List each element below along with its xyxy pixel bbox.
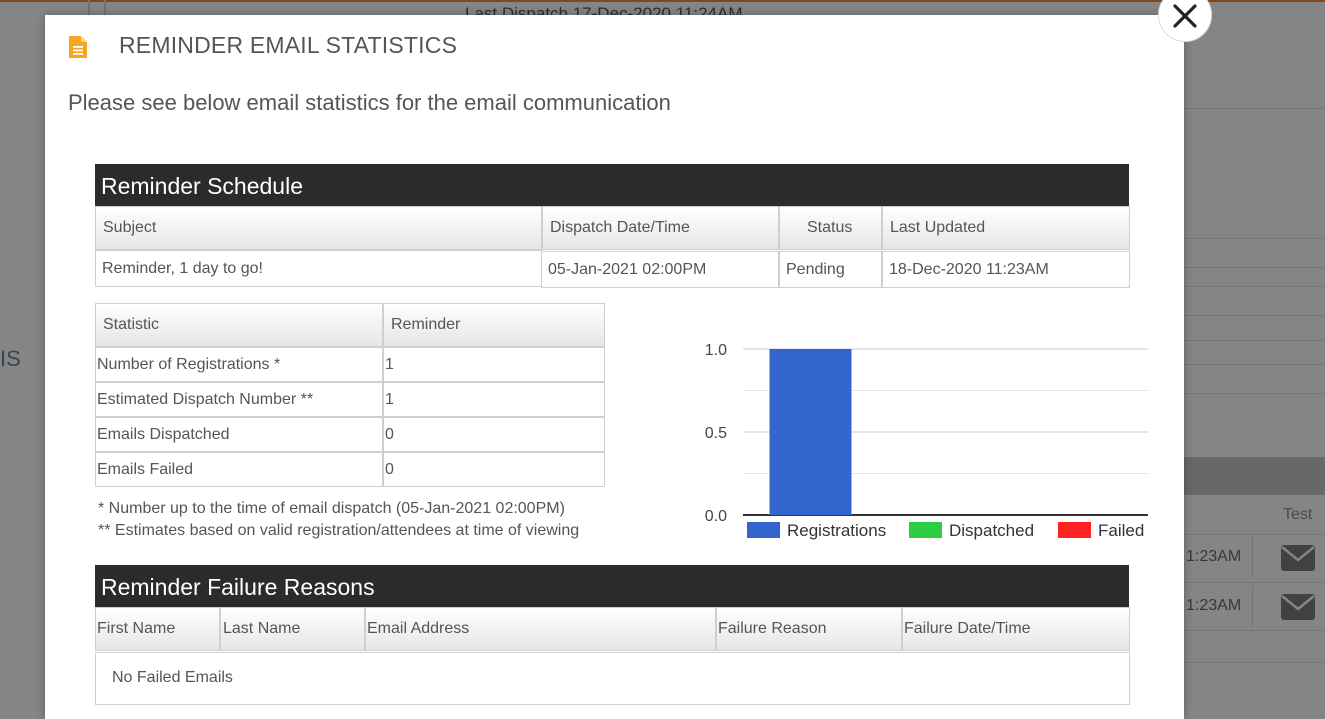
failures-col-reason[interactable]: Failure Reason (716, 607, 902, 651)
stats-row-label: Emails Dispatched (95, 417, 383, 452)
chart-y-tick-label: 0.0 (705, 508, 727, 525)
document-icon (69, 36, 87, 58)
background-divider (1184, 286, 1325, 287)
statistics-modal: REMINDER EMAIL STATISTICS Please see bel… (45, 15, 1184, 719)
failures-col-date[interactable]: Failure Date/Time (902, 607, 1130, 651)
background-divider (1252, 536, 1253, 578)
stats-row-label: Emails Failed (95, 452, 383, 487)
chart-legend-label: Dispatched (949, 521, 1034, 540)
schedule-cell-subject: Reminder, 1 day to go! (95, 250, 542, 287)
modal-intro: Please see below email statistics for th… (68, 90, 671, 115)
close-button[interactable] (1158, 0, 1212, 42)
schedule-header: Reminder Schedule (95, 164, 1129, 206)
stats-row-value: 1 (383, 382, 605, 417)
chart-legend-label: Registrations (787, 521, 886, 540)
background-divider (1184, 582, 1325, 583)
background-divider (1184, 630, 1325, 631)
background-divider (1184, 340, 1325, 341)
stats-row-value: 0 (383, 452, 605, 487)
background-divider (1184, 108, 1325, 109)
mail-icon[interactable] (1280, 544, 1316, 572)
chart-legend-swatch (747, 522, 780, 538)
failures-col-email[interactable]: Email Address (365, 607, 716, 651)
background-divider (104, 0, 106, 16)
failures-col-last-name[interactable]: Last Name (220, 607, 365, 651)
schedule-cell-status: Pending (779, 251, 882, 288)
failures-header: Reminder Failure Reasons (95, 565, 1129, 607)
chart-legend-swatch (909, 522, 942, 538)
background-row-time: 1:23AM (1186, 597, 1242, 614)
schedule-cell-last-updated: 18-Dec-2020 11:23AM (882, 251, 1130, 288)
background-divider (1184, 662, 1325, 663)
stats-col-statistic[interactable]: Statistic (95, 303, 383, 347)
chart-y-tick-label: 1.0 (705, 342, 727, 359)
chart-bar-registrations (769, 349, 852, 515)
background-divider (1184, 364, 1325, 365)
background-divider (1184, 534, 1325, 535)
background-top-bar (0, 0, 1325, 2)
stats-col-reminder[interactable]: Reminder (383, 303, 605, 347)
stats-row-label: Number of Registrations * (95, 347, 383, 382)
schedule-col-subject[interactable]: Subject (95, 206, 542, 250)
modal-title: REMINDER EMAIL STATISTICS (119, 32, 458, 58)
stats-row-value: 1 (383, 347, 605, 382)
failures-col-first-name[interactable]: First Name (95, 607, 220, 651)
mail-icon[interactable] (1280, 593, 1316, 621)
chart-y-tick-label: 0.5 (705, 425, 727, 442)
background-divider (1184, 393, 1325, 394)
background-table-header (1184, 457, 1325, 495)
background-row-time: 1:23AM (1186, 548, 1242, 565)
schedule-cell-dispatch: 05-Jan-2021 02:00PM (541, 251, 779, 288)
background-divider (1184, 238, 1325, 239)
stats-row-value: 0 (383, 417, 605, 452)
background-divider (1184, 267, 1325, 268)
failures-empty-message: No Failed Emails (95, 652, 1130, 705)
chart-legend-label: Failed (1098, 521, 1144, 540)
close-icon (1173, 4, 1197, 28)
statistics-chart: 0.0 0.5 1.0 Registrations Dispatched Failed (705, 342, 1148, 540)
background-left-fragment: IS (0, 346, 21, 371)
schedule-col-status[interactable]: Status (779, 206, 882, 250)
schedule-col-dispatch[interactable]: Dispatch Date/Time (542, 206, 779, 250)
stats-footnote: ** Estimates based on valid registration… (98, 522, 580, 539)
background-divider (1252, 585, 1253, 627)
background-column-test: Test (1283, 506, 1313, 523)
background-divider (88, 0, 90, 16)
schedule-col-last-updated[interactable]: Last Updated (882, 206, 1130, 250)
chart-legend-swatch (1058, 522, 1091, 538)
background-divider (1184, 315, 1325, 316)
stats-row-label: Estimated Dispatch Number ** (95, 382, 383, 417)
stats-footnote: * Number up to the time of email dispatc… (98, 500, 565, 517)
